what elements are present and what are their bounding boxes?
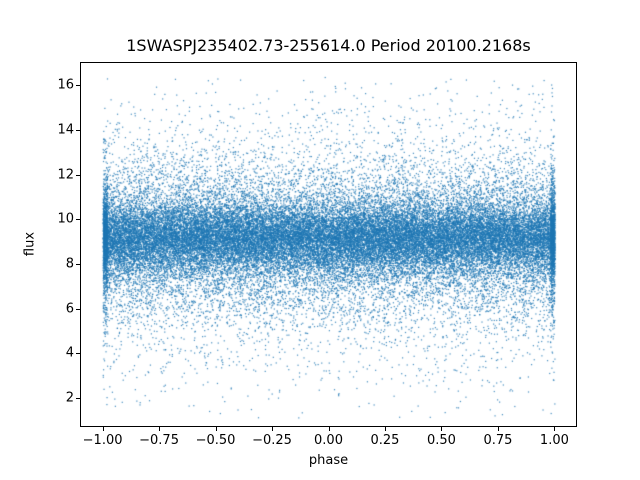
y-tick-label: 16	[57, 77, 74, 93]
y-tick-mark	[76, 130, 80, 132]
y-tick-label: 2	[65, 390, 74, 406]
y-axis-label: flux	[22, 231, 38, 257]
plot-area	[80, 62, 577, 427]
x-tick-mark	[497, 427, 499, 431]
x-tick-label: 0.75	[483, 433, 513, 448]
x-tick-mark	[554, 427, 556, 431]
y-tick-mark	[76, 353, 80, 355]
x-tick-mark	[441, 427, 443, 431]
x-tick-label: −1.00	[82, 433, 123, 448]
y-tick-label: 4	[65, 345, 74, 361]
x-tick-mark	[384, 427, 386, 431]
x-tick-mark	[102, 427, 104, 431]
y-tick-label: 12	[57, 167, 74, 183]
y-tick-mark	[76, 219, 80, 221]
y-tick-mark	[76, 174, 80, 176]
x-tick-label: 0.25	[370, 433, 400, 448]
x-tick-label: −0.50	[195, 433, 236, 448]
x-tick-mark	[215, 427, 217, 431]
y-tick-mark	[76, 264, 80, 266]
x-tick-mark	[328, 427, 330, 431]
y-tick-mark	[76, 397, 80, 399]
x-tick-mark	[159, 427, 161, 431]
y-tick-mark	[76, 308, 80, 310]
y-tick-label: 8	[65, 256, 74, 272]
y-tick-label: 6	[65, 301, 74, 317]
x-tick-label: 1.00	[539, 433, 569, 448]
x-tick-label: 0.50	[426, 433, 456, 448]
y-tick-mark	[76, 85, 80, 87]
x-tick-label: −0.25	[252, 433, 292, 448]
x-tick-label: 0.00	[314, 433, 343, 448]
y-tick-label: 14	[57, 122, 74, 138]
x-tick-label: −0.75	[139, 433, 179, 448]
y-tick-label: 10	[57, 211, 74, 227]
x-axis-label: phase	[308, 453, 349, 468]
scatter-canvas	[81, 63, 576, 426]
x-tick-mark	[272, 427, 274, 431]
chart-title: 1SWASPJ235402.73-255614.0 Period 20100.2…	[126, 36, 531, 55]
